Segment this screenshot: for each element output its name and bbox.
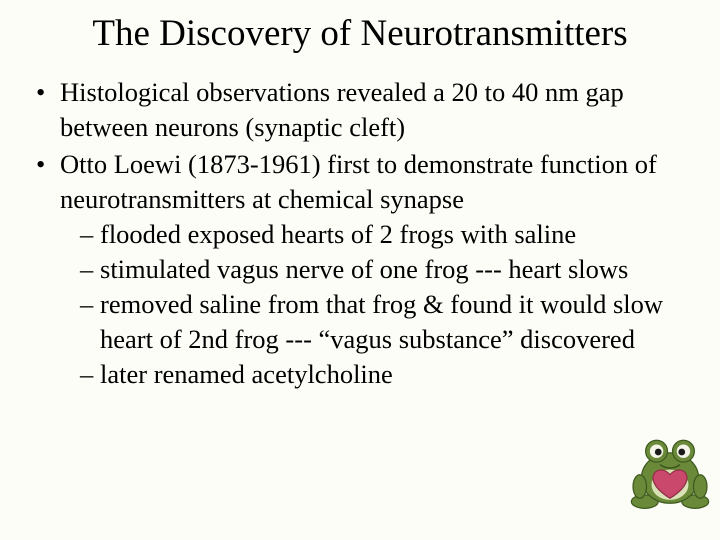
sub-bullet-item: flooded exposed hearts of 2 frogs with s… <box>80 217 692 252</box>
sub-bullet-item: removed saline from that frog & found it… <box>80 287 692 357</box>
bullet-item: Otto Loewi (1873-1961) first to demonstr… <box>36 147 692 392</box>
sub-bullet-item: later renamed acetylcholine <box>80 357 692 392</box>
bullet-text: Otto Loewi (1873-1961) first to demonstr… <box>60 149 657 214</box>
sub-bullet-list: flooded exposed hearts of 2 frogs with s… <box>60 217 692 392</box>
sub-bullet-item: stimulated vagus nerve of one frog --- h… <box>80 252 692 287</box>
page-title: The Discovery of Neurotransmitters <box>28 12 692 55</box>
bullet-item: Histological observations revealed a 20 … <box>36 75 692 145</box>
bullet-list: Histological observations revealed a 20 … <box>28 75 692 392</box>
frog-image <box>626 426 714 510</box>
